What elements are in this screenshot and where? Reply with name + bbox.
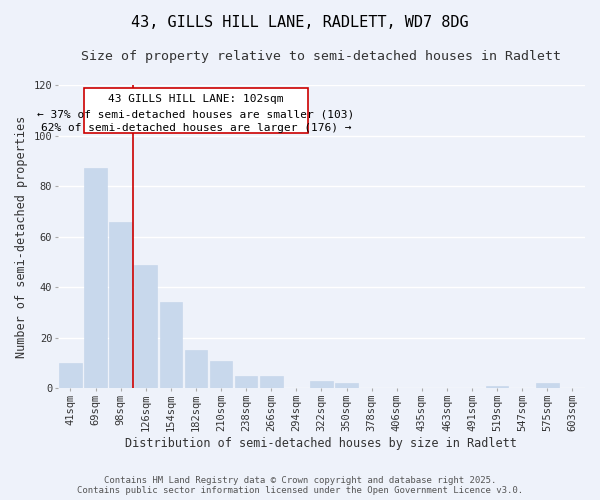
- Text: 43, GILLS HILL LANE, RADLETT, WD7 8DG: 43, GILLS HILL LANE, RADLETT, WD7 8DG: [131, 15, 469, 30]
- Y-axis label: Number of semi-detached properties: Number of semi-detached properties: [15, 116, 28, 358]
- Bar: [160, 302, 182, 388]
- FancyBboxPatch shape: [84, 88, 308, 133]
- Bar: [84, 168, 107, 388]
- Bar: [109, 222, 132, 388]
- Text: ← 37% of semi-detached houses are smaller (103): ← 37% of semi-detached houses are smalle…: [37, 109, 355, 119]
- Title: Size of property relative to semi-detached houses in Radlett: Size of property relative to semi-detach…: [82, 50, 562, 63]
- Bar: [210, 360, 232, 388]
- Bar: [536, 384, 559, 388]
- X-axis label: Distribution of semi-detached houses by size in Radlett: Distribution of semi-detached houses by …: [125, 437, 517, 450]
- Text: Contains HM Land Registry data © Crown copyright and database right 2025.
Contai: Contains HM Land Registry data © Crown c…: [77, 476, 523, 495]
- Bar: [235, 376, 257, 388]
- Bar: [335, 384, 358, 388]
- Text: 62% of semi-detached houses are larger (176) →: 62% of semi-detached houses are larger (…: [41, 123, 351, 133]
- Bar: [260, 376, 283, 388]
- Text: 43 GILLS HILL LANE: 102sqm: 43 GILLS HILL LANE: 102sqm: [108, 94, 284, 104]
- Bar: [486, 386, 508, 388]
- Bar: [59, 363, 82, 388]
- Bar: [310, 381, 333, 388]
- Bar: [134, 264, 157, 388]
- Bar: [185, 350, 207, 389]
